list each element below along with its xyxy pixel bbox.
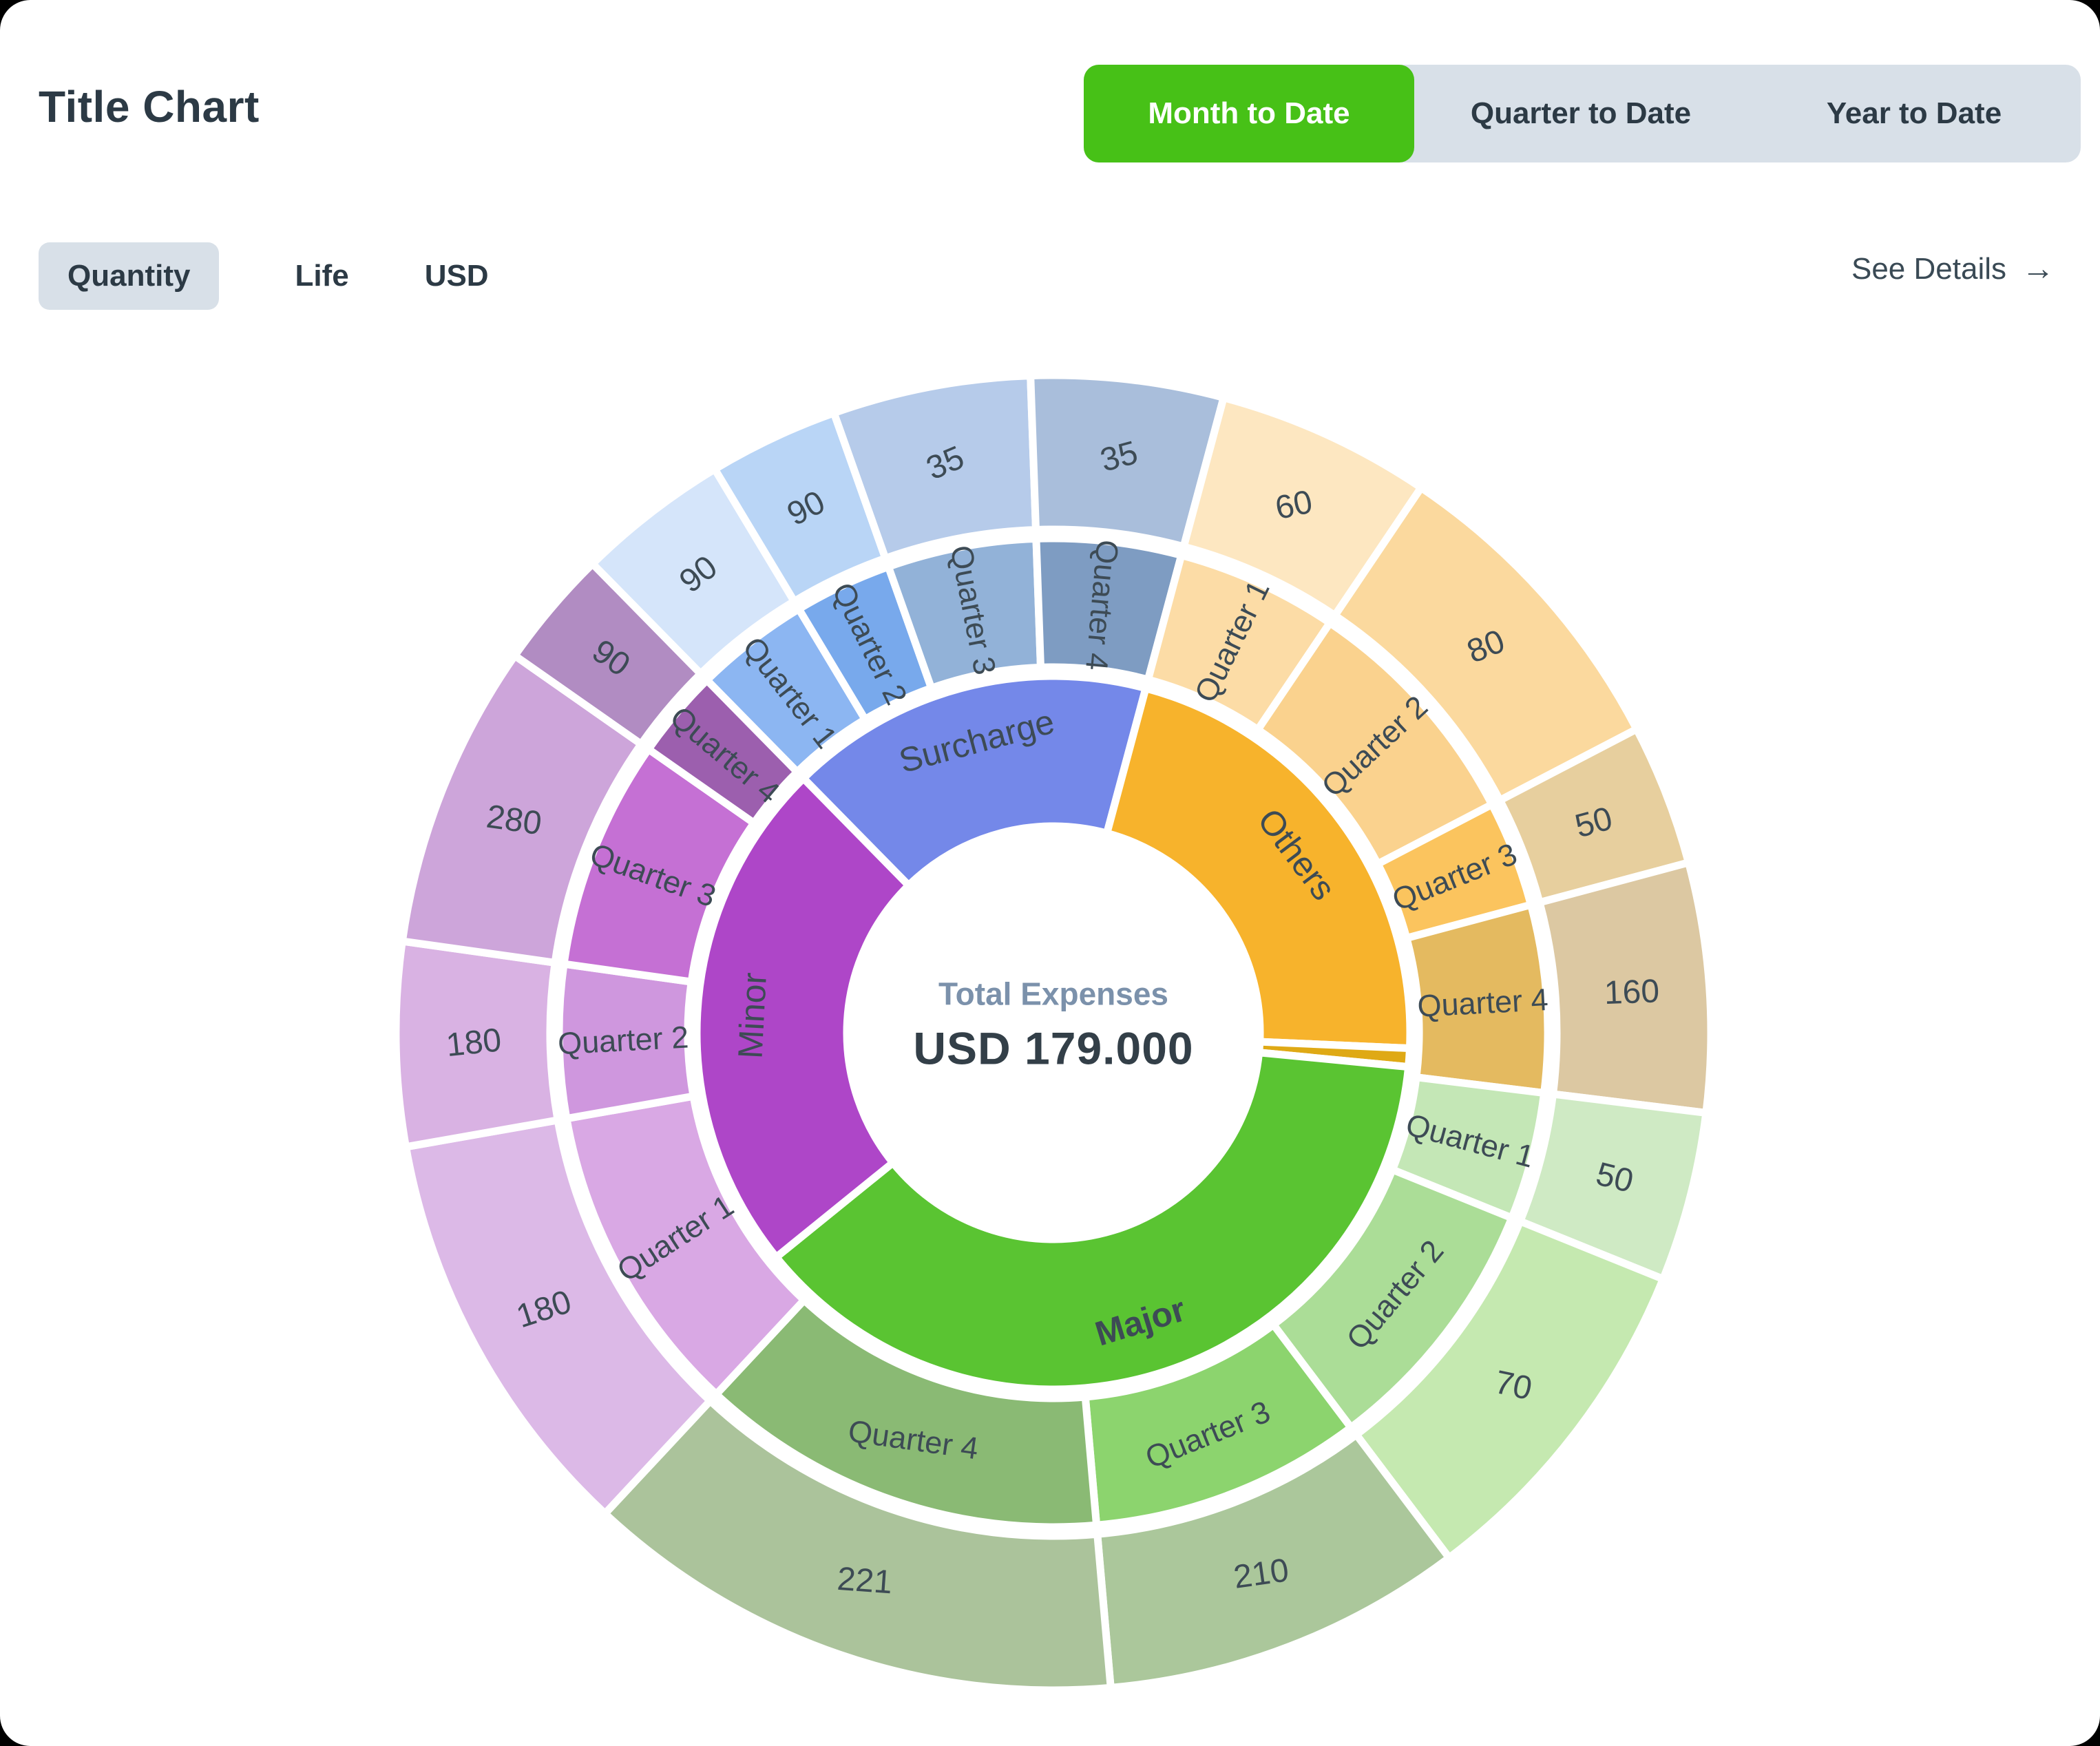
value-label-minor-quarter-3: 280: [484, 799, 544, 843]
value-label-others-quarter-1: 60: [1272, 483, 1316, 527]
sector-major[interactable]: [770, 1048, 1413, 1393]
arrow-right-icon: →: [2022, 251, 2055, 287]
value-label-major-quarter-2: 70: [1491, 1364, 1535, 1407]
quarter-label-others-quarter-4: Quarter 4: [1416, 982, 1549, 1024]
value-label-major-quarter-3: 210: [1231, 1552, 1291, 1596]
date-range-tabs: Month to Date Quarter to Date Year to Da…: [1084, 65, 2081, 162]
sector-minor[interactable]: [693, 772, 914, 1263]
tab-quantity[interactable]: Quantity: [39, 242, 220, 310]
sector-label-minor: Minor: [731, 971, 773, 1060]
value-segment-minor-quarter-4[interactable]: [510, 558, 706, 750]
sector-surcharge[interactable]: [798, 672, 1151, 891]
metric-tabs: Quantity Life USD: [39, 242, 489, 310]
tab-year-to-date[interactable]: Year to Date: [1826, 96, 2002, 130]
sector-others[interactable]: [1102, 683, 1414, 1053]
tab-quarter-to-date[interactable]: Quarter to Date: [1470, 96, 1692, 130]
value-label-major-quarter-4: 221: [836, 1561, 894, 1601]
tab-usd[interactable]: USD: [424, 259, 489, 293]
quarter-minor-quarter-4[interactable]: [643, 675, 803, 829]
value-label-others-quarter-4: 160: [1604, 973, 1660, 1011]
see-details-label: See Details: [1851, 252, 2006, 286]
tab-life[interactable]: Life: [295, 259, 349, 293]
tab-month-to-date[interactable]: Month to Date: [1084, 65, 1414, 162]
page-title: Title Chart: [39, 82, 260, 132]
see-details-link[interactable]: See Details →: [1851, 252, 2055, 286]
value-label-minor-quarter-2: 180: [445, 1022, 503, 1064]
value-label-major-quarter-1: 50: [1593, 1156, 1637, 1200]
quarter-label-minor-quarter-2: Quarter 2: [557, 1019, 690, 1061]
